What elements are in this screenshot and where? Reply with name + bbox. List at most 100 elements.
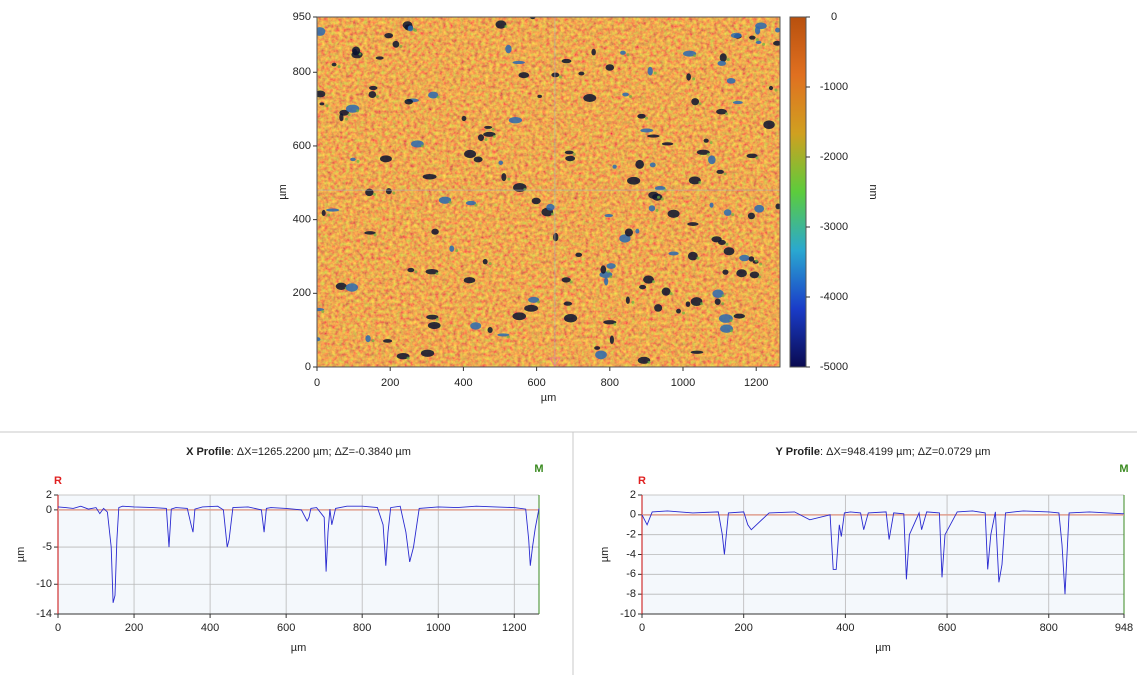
- speck: [700, 302, 704, 306]
- pit: [635, 228, 640, 234]
- pit: [733, 313, 745, 319]
- speck: [504, 25, 508, 29]
- speck: [706, 152, 710, 156]
- speck: [392, 191, 396, 195]
- speck: [356, 159, 360, 163]
- pit: [339, 113, 344, 122]
- pit: [594, 346, 601, 350]
- speck: [781, 44, 784, 47]
- pit: [495, 20, 507, 29]
- pit: [736, 269, 747, 278]
- pit: [637, 356, 651, 364]
- pit: [775, 203, 780, 210]
- pit: [498, 160, 504, 165]
- pit: [365, 335, 371, 343]
- speck: [647, 360, 651, 364]
- pit: [563, 301, 573, 306]
- x-tick-label: 0: [55, 622, 61, 634]
- pit: [619, 234, 631, 243]
- pit: [708, 155, 716, 165]
- speck: [726, 58, 730, 62]
- y-tick-label: -10: [620, 608, 636, 620]
- y-tick-label: -6: [626, 568, 636, 580]
- pit: [749, 35, 756, 40]
- pit: [600, 265, 607, 274]
- pit: [688, 176, 701, 185]
- pit: [385, 188, 392, 195]
- pit: [422, 173, 437, 180]
- speck: [754, 259, 758, 263]
- pit: [484, 125, 493, 129]
- y-tick-label: 0: [630, 509, 636, 521]
- pit: [603, 320, 617, 325]
- x-tick-label: 400: [201, 622, 219, 634]
- pit: [478, 134, 485, 142]
- colorbar-tick-label: -5000: [820, 361, 848, 373]
- pit: [606, 263, 616, 269]
- pit: [690, 297, 703, 306]
- pit: [754, 204, 765, 213]
- pit: [317, 27, 326, 36]
- pit: [524, 304, 539, 312]
- speck: [455, 249, 459, 253]
- speck: [723, 172, 727, 176]
- speck: [406, 356, 410, 360]
- pit: [561, 277, 571, 283]
- pit: [512, 312, 527, 321]
- y-tick-label: -14: [36, 608, 52, 620]
- speck: [725, 112, 729, 116]
- speck: [474, 203, 478, 207]
- y-tick-label: 800: [293, 66, 311, 78]
- crosshair-marker: [549, 357, 561, 367]
- colorbar-tick-label: -2000: [820, 151, 848, 163]
- pit: [317, 337, 321, 342]
- pit: [407, 267, 415, 273]
- title-detail: : ΔX=948.4199 µm; ΔZ=0.0729 µm: [820, 446, 990, 458]
- speck: [613, 322, 617, 326]
- pit: [404, 98, 413, 105]
- speck: [692, 77, 696, 81]
- speck: [762, 42, 766, 46]
- pit: [661, 287, 671, 296]
- pit: [667, 209, 680, 218]
- pit: [691, 98, 700, 106]
- colorbar-tick-label: -3000: [820, 221, 848, 233]
- pit: [583, 94, 597, 102]
- profile-line: [641, 510, 1125, 595]
- speck: [698, 102, 702, 106]
- pit: [431, 228, 439, 235]
- speck: [373, 233, 377, 237]
- speck: [550, 212, 554, 216]
- speck: [537, 300, 541, 304]
- speck: [337, 65, 341, 69]
- speck: [669, 292, 673, 296]
- y-tick-label: 2: [46, 489, 52, 501]
- speck: [655, 208, 659, 212]
- speck: [693, 54, 697, 58]
- pit: [703, 138, 709, 143]
- pit: [625, 296, 630, 304]
- pit: [696, 149, 710, 155]
- speck: [356, 109, 360, 113]
- speck: [484, 138, 488, 142]
- speck: [609, 275, 613, 279]
- pit: [746, 153, 758, 159]
- x-tick-label: 600: [527, 377, 545, 389]
- x-axis-label: µm: [875, 642, 891, 654]
- colorbar-tick-label: -1000: [820, 81, 848, 93]
- speck: [631, 300, 635, 304]
- pit: [773, 40, 780, 46]
- speck: [652, 280, 656, 284]
- speck: [660, 197, 664, 201]
- pit: [718, 314, 733, 323]
- y-tick-label: -2: [626, 529, 636, 541]
- pit: [637, 113, 646, 119]
- pit: [565, 155, 576, 162]
- colorbar-tick-label: -4000: [820, 291, 848, 303]
- colorbar-tick-label: 0: [831, 11, 837, 23]
- speck: [653, 71, 657, 75]
- pit: [392, 40, 400, 48]
- pit: [730, 32, 742, 39]
- y-tick-label: 2: [630, 489, 636, 501]
- pit: [649, 162, 656, 168]
